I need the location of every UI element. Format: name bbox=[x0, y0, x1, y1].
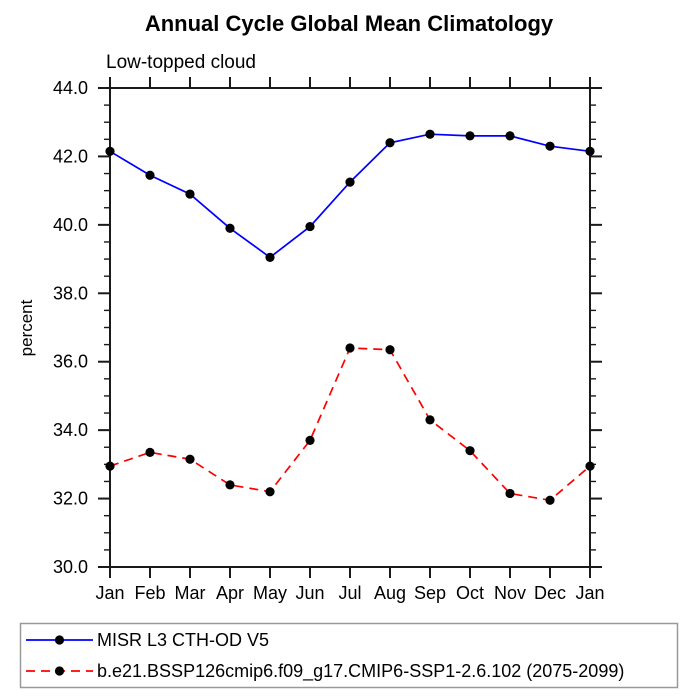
month-label: Jun bbox=[295, 583, 324, 603]
data-point bbox=[465, 131, 475, 141]
y-tick-label: 40.0 bbox=[53, 215, 88, 235]
y-tick-label: 42.0 bbox=[53, 146, 88, 166]
data-point bbox=[425, 129, 435, 139]
month-label: Aug bbox=[374, 583, 406, 603]
axis-ticks bbox=[98, 77, 602, 578]
data-point bbox=[305, 435, 315, 446]
data-point bbox=[145, 170, 155, 180]
legend-label-misr: MISR L3 CTH-OD V5 bbox=[97, 630, 269, 650]
y-tick-label: 32.0 bbox=[53, 489, 88, 509]
data-series bbox=[105, 129, 595, 505]
legend-marker-icon bbox=[54, 635, 65, 645]
chart-subtitle: Low-topped cloud bbox=[106, 52, 256, 73]
data-point bbox=[345, 177, 355, 187]
data-point bbox=[105, 146, 115, 156]
month-label: Mar bbox=[175, 583, 206, 603]
data-point bbox=[305, 221, 315, 232]
data-point bbox=[505, 131, 515, 141]
data-point bbox=[185, 454, 195, 464]
chart-title: Annual Cycle Global Mean Climatology bbox=[145, 11, 554, 36]
data-point bbox=[185, 189, 195, 199]
data-point bbox=[265, 487, 275, 497]
y-tick-label: 30.0 bbox=[53, 557, 88, 577]
data-point bbox=[105, 461, 115, 471]
data-point bbox=[545, 141, 555, 151]
month-label: Dec bbox=[534, 583, 566, 603]
month-label: Apr bbox=[216, 583, 244, 603]
data-point bbox=[425, 415, 435, 425]
month-label: Nov bbox=[494, 583, 526, 603]
data-point bbox=[225, 480, 235, 490]
month-label: Oct bbox=[456, 583, 484, 603]
data-point bbox=[585, 146, 595, 156]
month-label: Feb bbox=[134, 583, 165, 603]
y-axis-title: percent bbox=[17, 299, 36, 356]
data-point bbox=[145, 447, 155, 457]
data-point bbox=[385, 345, 395, 355]
y-tick-label: 44.0 bbox=[53, 78, 88, 98]
plot-frame bbox=[109, 87, 591, 568]
series-line bbox=[109, 133, 591, 259]
data-point bbox=[585, 461, 595, 471]
data-point bbox=[545, 495, 555, 505]
data-point bbox=[505, 488, 515, 499]
month-label: May bbox=[253, 583, 287, 603]
y-tick-label: 34.0 bbox=[53, 420, 88, 440]
month-label: Jul bbox=[338, 583, 361, 603]
data-point bbox=[385, 138, 395, 148]
legend-marker-icon bbox=[54, 666, 65, 676]
legend-label-model: b.e21.BSSP126cmip6.f09_g17.CMIP6-SSP1-2.… bbox=[97, 661, 624, 682]
axis-tick-labels: 30.0 32.0 34.0 36.0 38.0 40.0 42.0 44.0 Jan Feb Ma… bbox=[53, 78, 605, 603]
data-point bbox=[225, 223, 235, 233]
data-point bbox=[345, 343, 355, 353]
y-tick-label: 36.0 bbox=[53, 352, 88, 372]
legend-box bbox=[19, 622, 679, 689]
data-point bbox=[465, 446, 475, 456]
series-line bbox=[109, 347, 591, 502]
month-label: Jan bbox=[575, 583, 604, 603]
month-label: Jan bbox=[95, 583, 124, 603]
legend: MISR L3 CTH-OD V5 b.e21.BSSP126cmip6.f09… bbox=[19, 622, 679, 689]
y-tick-label: 38.0 bbox=[53, 283, 88, 303]
month-label: Sep bbox=[414, 583, 446, 603]
data-point bbox=[265, 252, 275, 262]
